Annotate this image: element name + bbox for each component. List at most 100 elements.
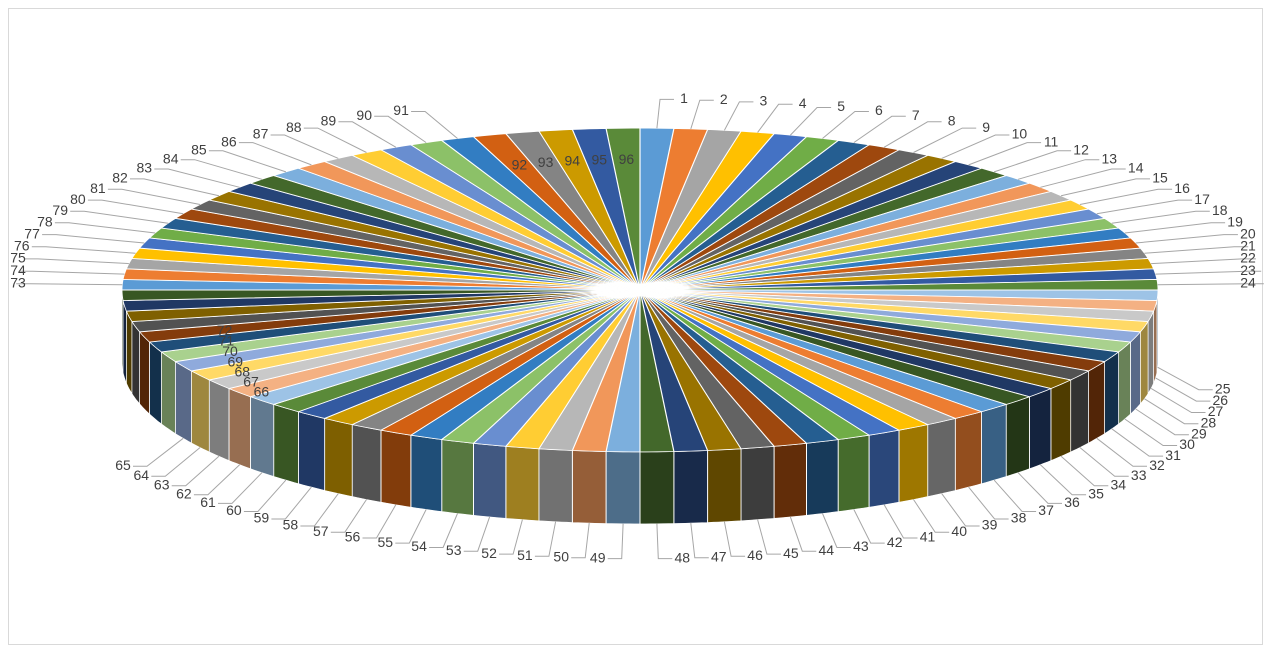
pie-side-61 (250, 396, 274, 477)
slice-label-54: 54 (411, 538, 427, 554)
slice-label-70: 70 (222, 343, 238, 359)
leader-line-29 (1135, 408, 1189, 436)
slice-label-8: 8 (948, 113, 956, 129)
leader-line-39 (941, 493, 980, 527)
slice-label-67: 67 (243, 374, 259, 390)
leader-line-83 (154, 168, 240, 188)
slice-label-35: 35 (1088, 486, 1104, 502)
leader-line-47 (690, 523, 709, 559)
pie-side-52 (505, 446, 540, 522)
slice-label-62: 62 (176, 486, 192, 502)
slice-label-66: 66 (254, 384, 270, 400)
slice-label-20: 20 (1240, 225, 1256, 241)
slice-label-48: 48 (675, 549, 691, 565)
slice-label-89: 89 (321, 113, 337, 129)
leader-line-75 (24, 258, 129, 265)
slice-label-10: 10 (1012, 126, 1028, 142)
slice-label-76: 76 (14, 237, 30, 253)
leader-line-62 (193, 464, 240, 496)
pie-side-69 (131, 320, 140, 405)
slice-label-59: 59 (254, 510, 270, 526)
slice-label-72: 72 (217, 322, 233, 338)
slice-label-84: 84 (163, 150, 179, 166)
slice-label-65: 65 (115, 457, 131, 473)
pie-side-49 (606, 451, 641, 525)
slice-label-71: 71 (219, 333, 235, 349)
leader-line-37 (993, 479, 1037, 512)
leader-line-52 (499, 519, 523, 555)
leader-line-30 (1124, 418, 1178, 446)
pie-side-65 (175, 361, 192, 444)
leader-line-5 (790, 107, 832, 136)
leader-line-36 (1017, 472, 1062, 504)
slice-label-60: 60 (226, 502, 242, 518)
slice-label-13: 13 (1102, 150, 1118, 166)
slice-label-46: 46 (747, 547, 763, 563)
pie-side-71 (122, 300, 127, 384)
slice-label-55: 55 (378, 534, 394, 550)
leader-line-89 (338, 121, 397, 148)
leader-line-32 (1096, 437, 1147, 467)
slice-label-37: 37 (1038, 502, 1054, 518)
leader-line-19 (1124, 222, 1226, 234)
leader-line-13 (1017, 159, 1100, 180)
leader-line-10 (941, 134, 1010, 159)
pie-side-43 (806, 439, 839, 516)
leader-line-6 (822, 111, 869, 139)
pie-side-36 (1006, 396, 1030, 477)
leader-line-58 (300, 493, 339, 527)
leader-line-90 (374, 115, 427, 144)
leader-line-55 (395, 509, 427, 544)
leader-line-8 (883, 121, 942, 148)
slice-label-56: 56 (345, 529, 361, 545)
slice-label-28: 28 (1201, 414, 1217, 430)
slice-label-41: 41 (920, 529, 936, 545)
pie-side-31 (1104, 351, 1119, 435)
slice-label-33: 33 (1131, 467, 1147, 483)
pie-side-54 (441, 439, 474, 516)
slice-label-68: 68 (235, 364, 251, 380)
leader-line-25 (1157, 366, 1213, 391)
pie-side-56 (380, 429, 411, 508)
pie-side-63 (209, 379, 230, 461)
leader-line-86 (238, 142, 312, 166)
slice-label-64: 64 (134, 467, 150, 483)
pie-side-39 (927, 418, 956, 497)
leader-line-17 (1096, 199, 1193, 215)
pie-side-64 (191, 370, 210, 453)
leader-line-33 (1079, 447, 1129, 477)
pie-side-51 (538, 448, 573, 523)
slice-label-15: 15 (1152, 170, 1168, 186)
slice-label-87: 87 (253, 126, 269, 142)
pie-side-45 (740, 446, 775, 522)
pie-side-35 (1029, 388, 1052, 470)
slice-label-52: 52 (481, 545, 497, 561)
leader-line-80 (87, 199, 184, 215)
pie-tops (121, 127, 1159, 453)
pie-side-29 (1130, 331, 1141, 415)
pie-side-37 (981, 404, 1007, 485)
leader-line-60 (243, 479, 287, 512)
pie-labels: 1 2 3 4 5 6 7 8 9 10 11121314151617181920212223242… (10, 90, 1264, 565)
slice-label-36: 36 (1064, 494, 1080, 510)
pie-side-55 (410, 434, 442, 512)
pie-side-68 (139, 331, 150, 415)
leader-line-43 (822, 513, 851, 548)
slice-label-79: 79 (52, 202, 68, 218)
leader-line-64 (151, 447, 201, 477)
leader-line-16 (1079, 188, 1173, 205)
leader-line-51 (534, 521, 557, 557)
pie-side-59 (298, 411, 325, 491)
slice-label-45: 45 (783, 545, 799, 561)
slice-label-12: 12 (1073, 142, 1089, 158)
leader-line-26 (1155, 377, 1211, 402)
leader-line-81 (107, 188, 201, 205)
pie-side-40 (898, 424, 928, 503)
leader-line-87 (270, 134, 339, 159)
slice-label-25: 25 (1215, 380, 1231, 396)
slice-label-23: 23 (1240, 262, 1256, 278)
leader-line-28 (1144, 398, 1199, 425)
slice-label-63: 63 (154, 476, 170, 492)
leader-line-31 (1111, 428, 1164, 457)
